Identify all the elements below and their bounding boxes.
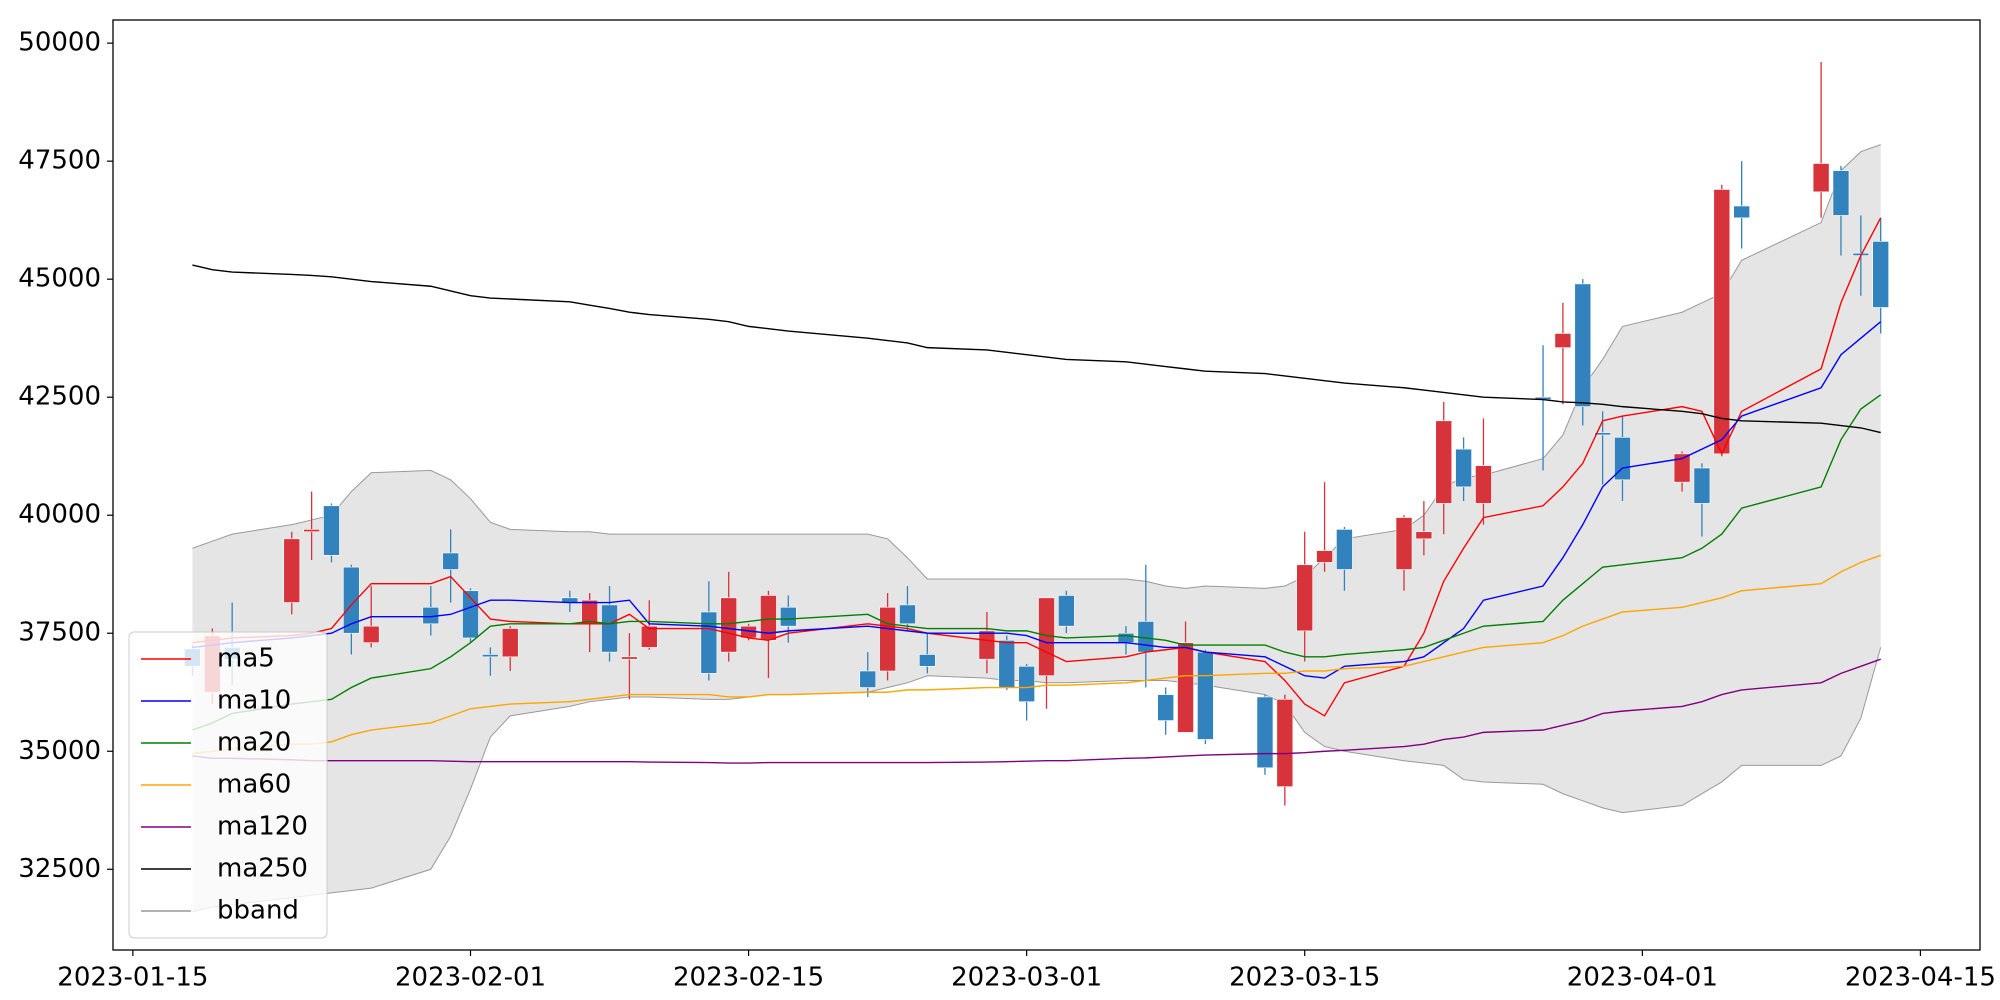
ma-line [192,394,1882,731]
candle-body [501,628,519,658]
candle-body [442,552,459,570]
candle-body [303,529,320,533]
bband-lower [192,647,1882,913]
candle-body [601,604,618,653]
y-tick-label: 47500 [18,146,101,176]
candle-body [1296,564,1314,632]
candle-body [1316,550,1333,563]
candle-body [1415,531,1433,540]
y-tick-label: 45000 [18,264,101,294]
y-tick-label: 35000 [18,736,101,766]
candle-body [1673,453,1691,483]
candle-body [1197,651,1214,740]
legend-label: ma20 [217,728,291,758]
candle-body [621,656,638,660]
candle-body [343,566,360,634]
candle-body [1554,333,1572,348]
candle-body [482,654,499,658]
candle-body [1812,163,1830,193]
candle-body [1256,696,1274,769]
legend-label: ma120 [217,812,308,842]
legend-label: ma5 [217,644,275,674]
candle-body [1872,241,1889,308]
legend-label: bband [217,896,299,926]
candle-body [919,654,936,667]
candle-body [581,599,598,625]
x-tick-label: 2023-02-15 [673,963,824,993]
candle-body [1574,283,1592,407]
candle-body [998,640,1016,688]
candle-body [1713,189,1731,455]
candle-body [700,611,718,674]
y-tick-label: 50000 [18,28,101,58]
candle-body [1276,699,1294,787]
ma-line [192,658,1881,764]
x-tick-label: 2023-03-15 [1229,963,1380,993]
candle-body [1117,632,1135,643]
candle-body [362,625,380,643]
candle-body [779,606,797,627]
candle-body [1435,420,1453,504]
ma-line [192,321,1882,679]
candle-body [879,606,896,672]
candle-body [978,630,996,660]
legend-label: ma10 [217,686,291,716]
x-tick-label: 2023-04-15 [1845,963,1996,993]
candle-body [1395,517,1413,570]
ma-line [192,264,1881,434]
candle-body [1018,665,1035,702]
candle-body [1058,595,1075,627]
x-tick-label: 2023-04-01 [1567,963,1718,993]
legend-box [128,631,328,939]
ma-line [192,554,1881,755]
x-tick-label: 2023-03-01 [951,963,1102,993]
plot-frame [112,19,1981,951]
candle-body [1614,437,1631,481]
candle-body [899,604,916,625]
candle-body [1475,465,1492,504]
candle-body [1594,432,1611,436]
candle-body [720,597,738,653]
legend-label: ma250 [217,854,308,884]
candle-body [1455,448,1472,488]
candle-body [1832,170,1850,216]
x-tick-label: 2023-01-15 [57,963,208,993]
candle-body [323,505,340,556]
candle-body [283,538,301,603]
candle-body [1336,529,1353,570]
y-tick-label: 40000 [18,500,101,530]
bband-fill [192,144,1881,912]
candle-body [1733,205,1750,219]
x-tick-label: 2023-02-01 [395,963,546,993]
candle-body [1693,467,1711,504]
candle-body [1157,694,1174,721]
y-tick-label: 37500 [18,618,101,648]
legend-label: ma60 [217,770,291,800]
candle-body [859,670,877,688]
y-tick-label: 32500 [18,854,101,884]
candle-body [640,625,658,648]
y-tick-label: 42500 [18,382,101,412]
candle-body [1177,642,1194,733]
ma-line [192,217,1882,717]
